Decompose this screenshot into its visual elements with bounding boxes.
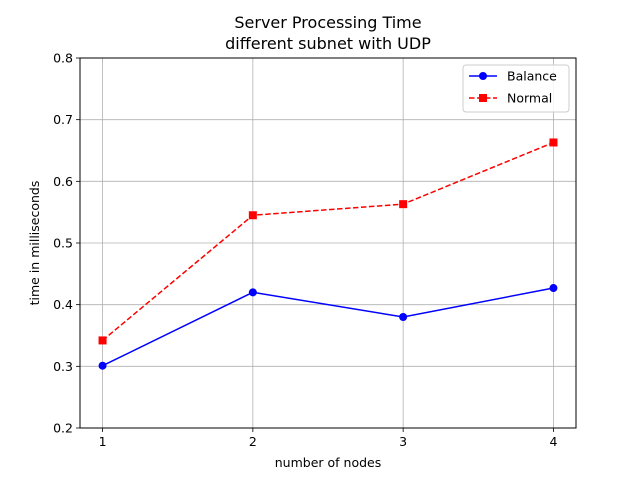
chart-title: Server Processing Time: [234, 13, 421, 32]
data-point-balance: [98, 361, 107, 370]
x-tick-label: 4: [549, 434, 557, 449]
legend: Balance Normal: [462, 64, 570, 113]
y-tick-label: 0.2: [53, 421, 73, 436]
series-line-normal: [102, 141, 554, 342]
series-line-balance: [102, 287, 554, 367]
series-layer: [98, 138, 558, 370]
y-tick-label: 0.3: [53, 359, 73, 374]
data-point-normal: [248, 211, 257, 220]
legend-marker-balance: [479, 72, 487, 80]
x-tick-label: 2: [249, 434, 257, 449]
x-tick-label: 1: [99, 434, 107, 449]
data-point-normal: [399, 200, 408, 209]
y-tick-label: 0.5: [53, 236, 73, 251]
legend-label-balance: Balance: [507, 69, 557, 84]
y-axis-label: time in milliseconds: [27, 181, 42, 306]
legend-marker-normal: [479, 94, 487, 102]
y-tick-label: 0.6: [53, 174, 73, 189]
y-tick-label: 0.8: [53, 51, 73, 66]
data-point-balance: [549, 284, 558, 293]
data-point-balance: [248, 288, 257, 297]
y-tick-label: 0.7: [53, 112, 73, 127]
axis-ticks: 1 2 3 4 0.2 0.3 0.4 0.5 0.6 0.7 0.8: [53, 51, 557, 450]
data-point-balance: [399, 313, 408, 321]
grid-lines: [80, 57, 576, 429]
data-point-normal: [549, 138, 558, 147]
y-tick-label: 0.4: [53, 297, 73, 312]
x-axis-label: number of nodes: [275, 455, 382, 470]
data-point-normal: [98, 336, 107, 345]
chart-subtitle: different subnet with UDP: [225, 34, 431, 53]
x-tick-label: 3: [399, 434, 407, 449]
legend-label-normal: Normal: [507, 91, 552, 106]
